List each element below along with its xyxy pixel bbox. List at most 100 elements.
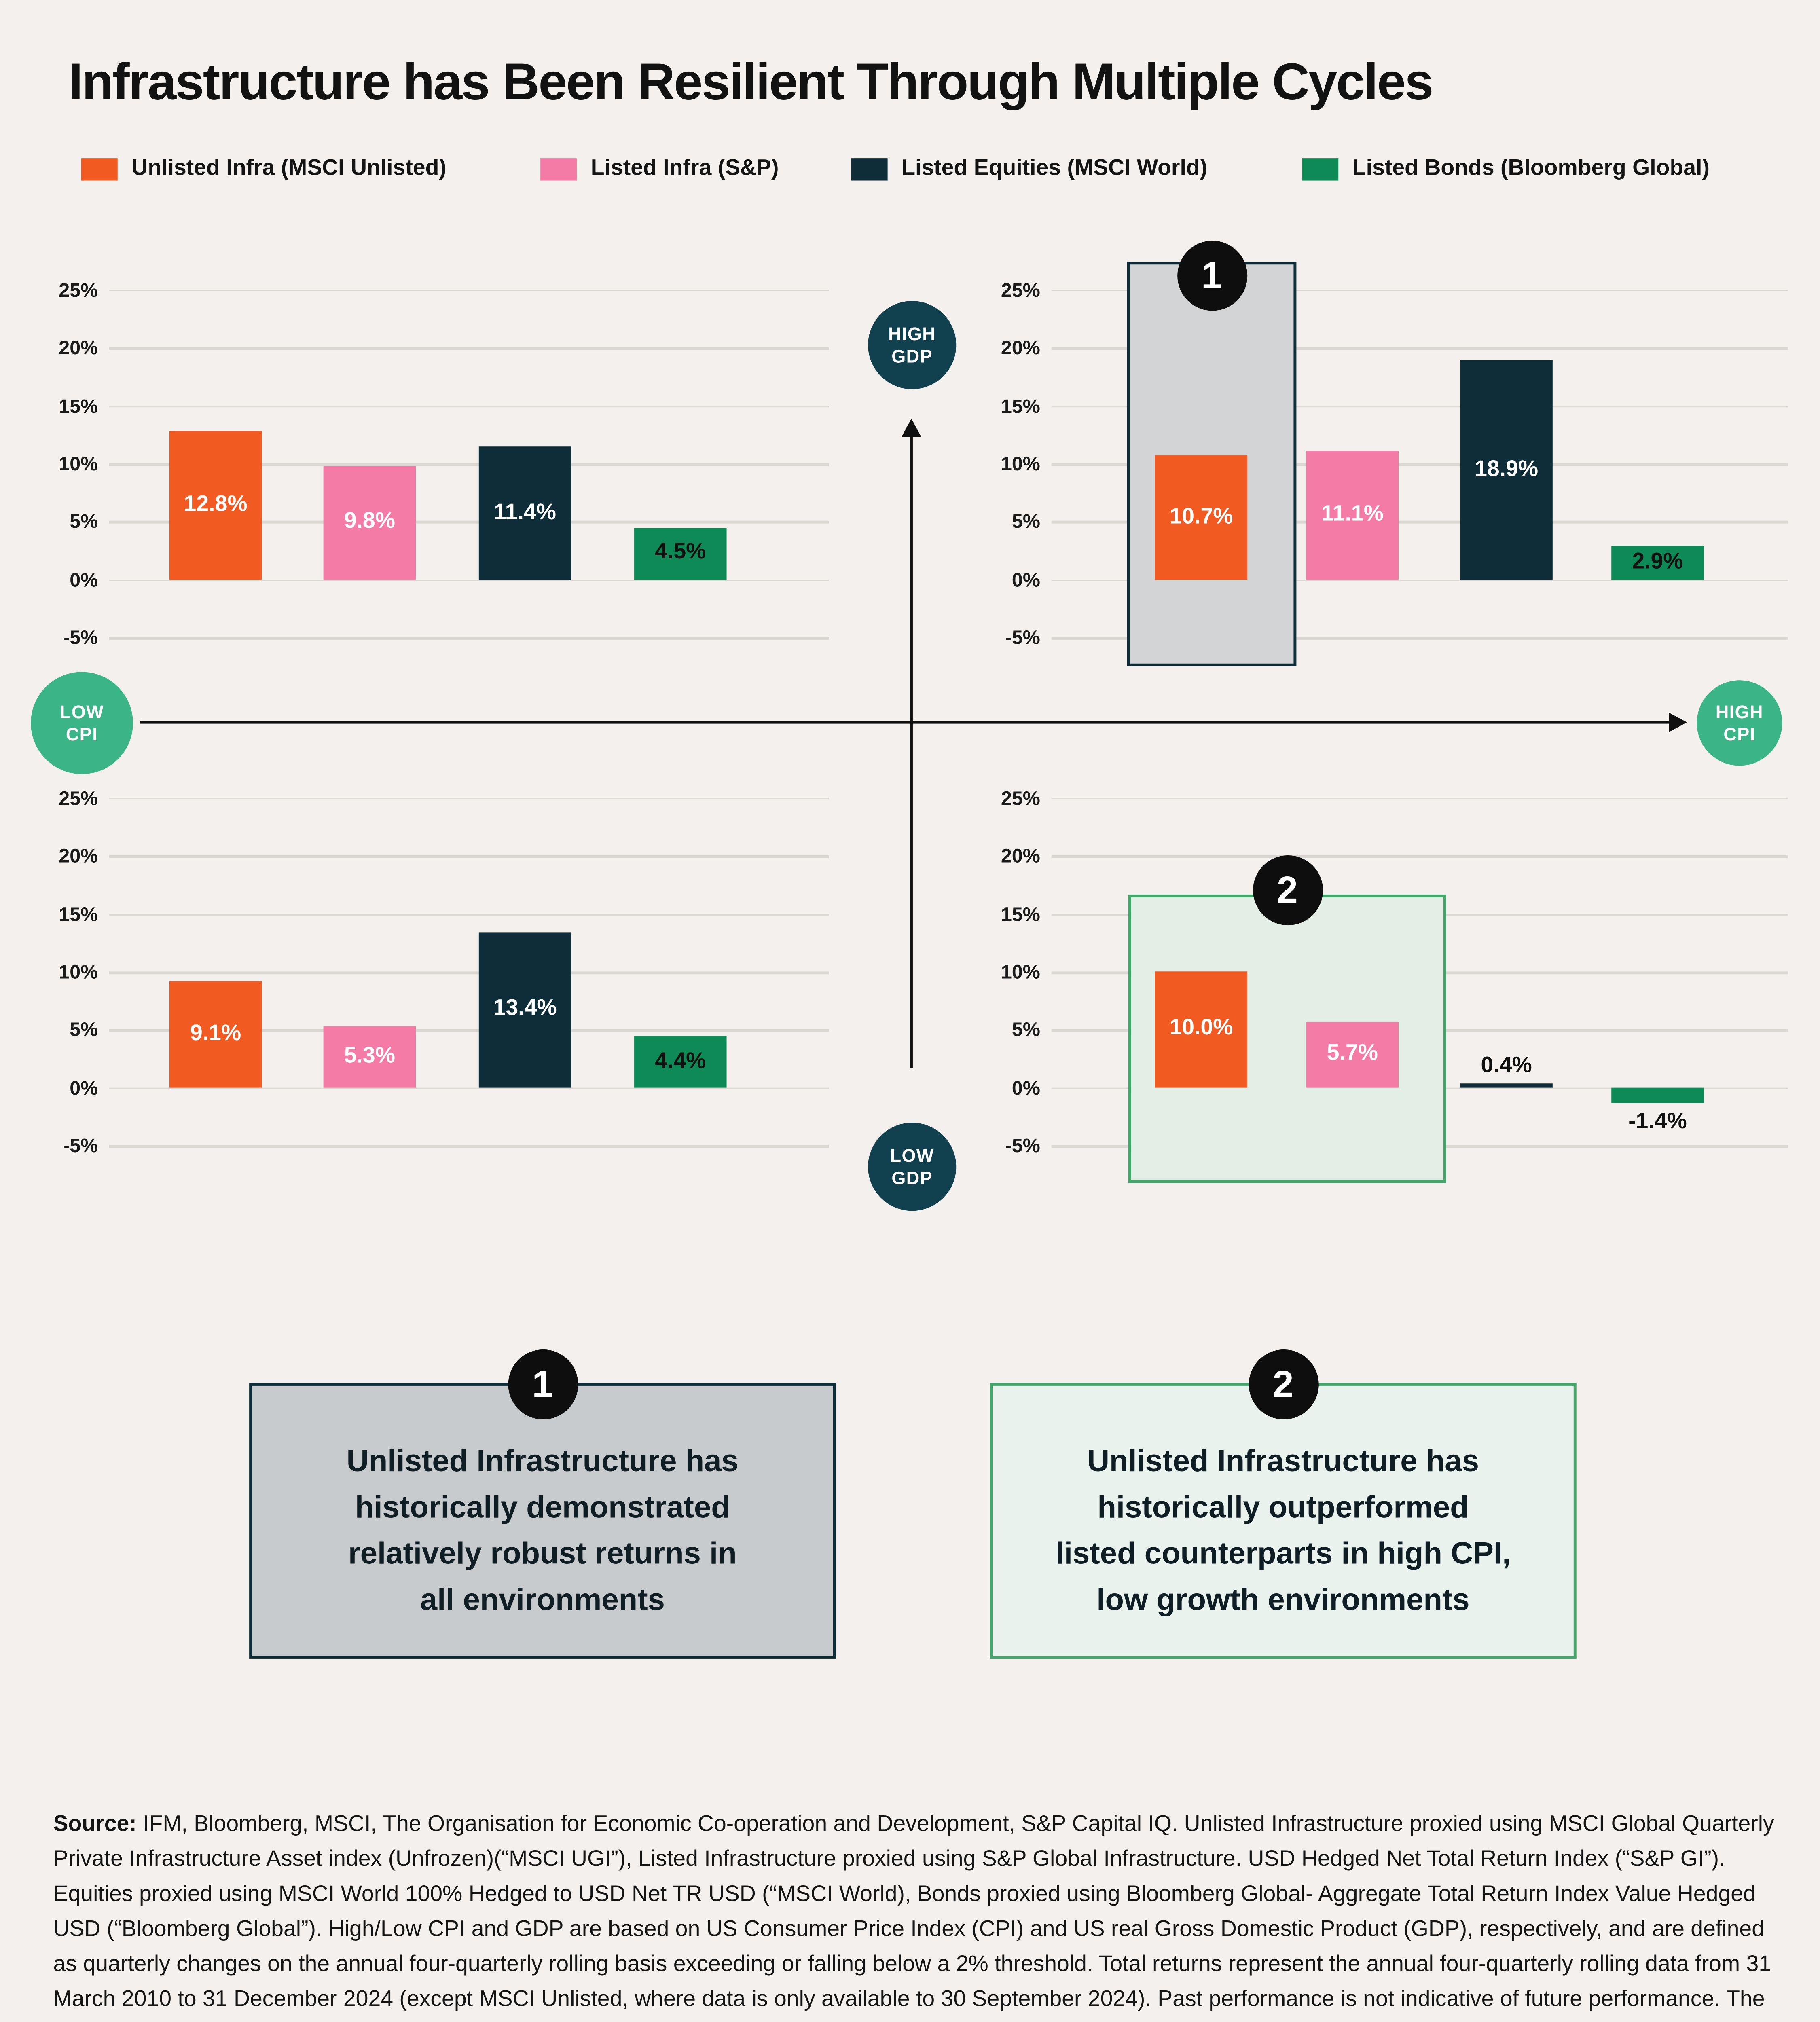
- axis-arrow-right-icon: [1669, 712, 1687, 732]
- bar-listed-equities-msci-world: [1460, 1083, 1553, 1088]
- axis-circle-label: LOW GDP: [890, 1145, 934, 1188]
- gridline: [1051, 405, 1788, 408]
- gridline: [1051, 797, 1788, 800]
- y-axis-tick-label: 20%: [59, 844, 98, 867]
- y-axis-tick-label: 5%: [70, 510, 98, 533]
- quadrant-chart-bottom-right: 25% 20% 15% 10% 5% 0% -5% 10.0% 5.7% 0.4% -1.4% 2: [1001, 768, 1788, 1183]
- quadrant-chart-bottom-left: 25% 20% 15% 10% 5% 0% -5% 9.1% 5.3% 13.4% 4.4%: [59, 768, 829, 1174]
- legend-item: Listed Bonds (Bloomberg Global): [1302, 157, 1710, 182]
- bar-listed-infra-s-p: [1306, 451, 1399, 580]
- y-axis-tick-label: 15%: [1001, 902, 1040, 925]
- y-axis-tick-label: 25%: [59, 786, 98, 809]
- legend-swatch: [540, 158, 577, 181]
- bar-value-label: 9.1%: [190, 1022, 241, 1046]
- y-axis-tick-label: -5%: [63, 626, 98, 649]
- bar-value-label: -1.4%: [1628, 1110, 1687, 1135]
- callout-text-1: Unlisted Infrastructure has historically…: [346, 1442, 739, 1616]
- y-axis-tick-label: 5%: [1012, 1018, 1040, 1041]
- y-axis-tick-label: 10%: [59, 452, 98, 475]
- y-axis-tick-label: 20%: [1001, 844, 1040, 867]
- bar-unlisted-infra-msci-unlisted: [1155, 455, 1248, 580]
- y-axis-tick-label: 25%: [1001, 278, 1040, 301]
- bar-value-label: 11.4%: [494, 500, 557, 525]
- legend-swatch: [81, 158, 118, 181]
- gridline: [109, 579, 829, 582]
- bar-value-label: 9.8%: [344, 510, 395, 534]
- bar-listed-infra-s-p: [323, 1026, 416, 1088]
- bar-listed-infra-s-p: [323, 465, 416, 580]
- bar-value-label: 2.9%: [1632, 550, 1683, 574]
- legend-swatch: [851, 158, 888, 181]
- source-note: Source: IFM, Bloomberg, MSCI, The Organi…: [53, 1808, 1778, 2022]
- quadrant-chart-top-left: 25% 20% 15% 10% 5% 0% -5% 12.8% 9.8% 11.4% 4.5%: [59, 260, 829, 666]
- y-axis-tick-label: 25%: [59, 278, 98, 301]
- gridline: [109, 347, 829, 350]
- legend-label: Listed Bonds (Bloomberg Global): [1352, 157, 1710, 181]
- bar-value-label: 5.3%: [344, 1044, 395, 1068]
- axis-circle-label: LOW CPI: [59, 701, 104, 744]
- axis-circle-label: HIGH GDP: [888, 323, 936, 366]
- bar-value-label: 13.4%: [493, 997, 557, 1021]
- axis-circle-high-gdp: HIGH GDP: [868, 301, 957, 389]
- y-axis-tick-label: 0%: [70, 1076, 98, 1099]
- y-axis-tick-label: 5%: [70, 1018, 98, 1041]
- legend-item: Unlisted Infra (MSCI Unlisted): [81, 157, 447, 182]
- y-axis-tick-label: 10%: [1001, 452, 1040, 475]
- bar-value-label: 0.4%: [1481, 1053, 1532, 1077]
- y-axis-tick-label: 0%: [70, 568, 98, 591]
- y-axis-tick-label: 0%: [1012, 568, 1040, 591]
- callout-box-2: 2 Unlisted Infrastructure has historical…: [990, 1349, 1577, 1659]
- legend-label: Listed Infra (S&P): [590, 157, 779, 181]
- y-axis-tick-label: 10%: [59, 960, 98, 983]
- bar-value-label: 5.7%: [1327, 1042, 1378, 1066]
- bar-unlisted-infra-msci-unlisted: [169, 431, 262, 580]
- gridline: [109, 971, 829, 974]
- axis-circle-label: HIGH CPI: [1715, 701, 1763, 744]
- bar-value-label: 10.0%: [1169, 1017, 1233, 1041]
- bar-listed-equities-msci-world: [478, 447, 571, 580]
- gdp-axis-line: [909, 435, 913, 1068]
- bar-value-label: 4.4%: [655, 1049, 706, 1073]
- gridline: [1051, 521, 1788, 524]
- y-axis-tick-label: 5%: [1012, 510, 1040, 533]
- gridline: [109, 405, 829, 408]
- legend-label: Listed Equities (MSCI World): [902, 157, 1208, 181]
- axis-circle-high-cpi: HIGH CPI: [1697, 680, 1782, 766]
- gridline: [1051, 347, 1788, 350]
- gridline: [1051, 289, 1788, 292]
- gridline: [1051, 463, 1788, 466]
- bar-value-label: 11.1%: [1321, 502, 1384, 527]
- y-axis-tick-label: 15%: [59, 902, 98, 925]
- bar-value-label: 4.5%: [655, 540, 706, 565]
- y-axis-tick-label: 10%: [1001, 960, 1040, 983]
- bar-listed-infra-s-p: [1306, 1021, 1399, 1088]
- cpi-axis-line: [140, 720, 1670, 724]
- y-axis-tick-label: -5%: [63, 1134, 98, 1157]
- bar-listed-bonds-bloomberg-global: [634, 527, 727, 580]
- legend-label: Unlisted Infra (MSCI Unlisted): [131, 157, 447, 181]
- y-axis-tick-label: 20%: [1001, 336, 1040, 359]
- axis-circle-low-gdp: LOW GDP: [868, 1123, 957, 1211]
- y-axis-tick-label: -5%: [1005, 626, 1040, 649]
- gridline: [109, 1087, 829, 1090]
- gridline: [109, 521, 829, 524]
- legend-item: Listed Equities (MSCI World): [851, 157, 1208, 182]
- callout-badge-2: 2: [1248, 1349, 1318, 1419]
- gridline: [109, 1029, 829, 1032]
- source-text: IFM, Bloomberg, MSCI, The Organisation f…: [53, 1813, 1774, 2011]
- callout-box-1: 1 Unlisted Infrastructure has historical…: [249, 1349, 836, 1659]
- legend-item: Listed Infra (S&P): [540, 157, 779, 182]
- chart-highlight-badge-2: 2: [1252, 855, 1323, 926]
- gridline: [1051, 855, 1788, 858]
- page-title: Infrastructure has Been Resilient Throug…: [68, 53, 1434, 111]
- y-axis-tick-label: -5%: [1005, 1134, 1040, 1157]
- gridline: [1051, 579, 1788, 582]
- quadrant-chart-top-right: 25% 20% 15% 10% 5% 0% -5% 10.7% 11.1% 18.9% 2.9% 1: [1001, 241, 1788, 666]
- source-label: Source:: [53, 1813, 137, 1837]
- legend-swatch: [1302, 158, 1339, 181]
- y-axis-tick-label: 25%: [1001, 786, 1040, 809]
- bar-listed-bonds-bloomberg-global: [1611, 546, 1704, 580]
- gridline: [109, 913, 829, 916]
- gridline: [109, 1145, 829, 1148]
